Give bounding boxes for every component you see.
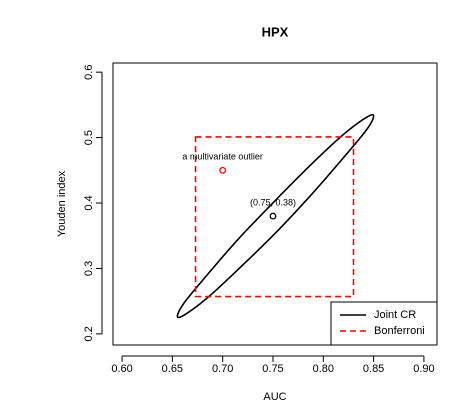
x-tick-label: 0.85 <box>363 363 384 375</box>
chart-title: HPX <box>262 24 289 39</box>
x-axis-label: AUC <box>263 391 286 403</box>
x-tick-label: 0.65 <box>162 363 183 375</box>
x-tick-label: 0.75 <box>262 363 283 375</box>
x-tick-label: 0.60 <box>111 363 132 375</box>
y-tick-label: 0.4 <box>83 195 95 210</box>
legend-box <box>330 301 438 346</box>
y-tick-label: 0.6 <box>83 65 95 80</box>
point-label: a multivariate outlier <box>182 152 263 162</box>
x-tick-label: 0.80 <box>313 363 334 375</box>
legend-label: Bonferroni <box>374 325 425 337</box>
y-tick-label: 0.2 <box>83 326 95 341</box>
y-tick-label: 0.5 <box>83 130 95 145</box>
point <box>269 212 277 220</box>
joint-cr-ellipse <box>176 113 375 319</box>
y-tick-label: 0.3 <box>83 261 95 276</box>
x-tick-label: 0.90 <box>413 363 434 375</box>
point-label: (0.75, 0.38) <box>250 197 296 207</box>
y-axis-label: Youden index <box>56 170 68 237</box>
point <box>219 166 227 174</box>
x-tick-label: 0.70 <box>212 363 233 375</box>
bonferroni-box <box>194 136 355 298</box>
legend-label: Joint CR <box>374 309 416 321</box>
plot-box <box>112 62 438 346</box>
